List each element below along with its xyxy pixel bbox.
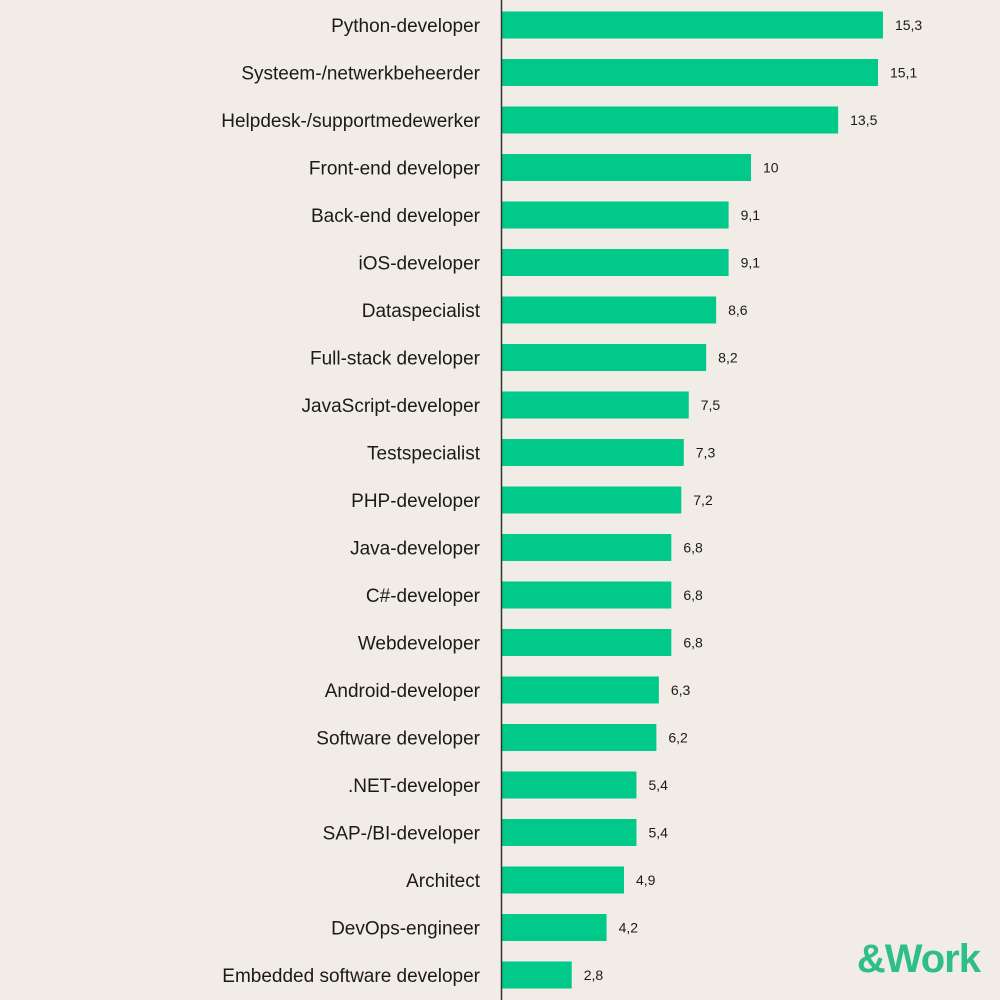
bar-11: [502, 534, 672, 561]
bar-1: [502, 59, 878, 86]
bar-14: [502, 676, 659, 704]
bar-19: [502, 914, 607, 941]
category-label: Python-developer: [331, 16, 481, 37]
category-label: Helpdesk-/supportmedewerker: [221, 111, 480, 132]
value-label: 15,1: [890, 65, 917, 81]
bar-2: [502, 106, 839, 134]
bar-6: [502, 296, 717, 324]
category-label: C#-developer: [366, 586, 481, 607]
category-label: Front-end developer: [309, 159, 481, 180]
category-label: Full-stack developer: [310, 349, 481, 370]
category-label: Android-developer: [325, 681, 481, 702]
category-label: Dataspecialist: [362, 301, 481, 322]
category-label: Testspecialist: [367, 444, 481, 465]
bar-0: [502, 11, 883, 39]
category-label: Webdeveloper: [358, 634, 481, 655]
value-label: 6,8: [683, 635, 703, 651]
category-label: JavaScript-developer: [302, 396, 481, 417]
value-label: 9,1: [741, 207, 761, 223]
value-label: 9,1: [741, 255, 761, 271]
bar-15: [502, 724, 657, 751]
category-label: Back-end developer: [311, 206, 481, 227]
bar-3: [502, 154, 751, 181]
value-label: 6,8: [683, 587, 703, 603]
bar-4: [502, 201, 729, 229]
value-label: 6,3: [671, 682, 691, 698]
value-label: 8,2: [718, 350, 738, 366]
category-label: Embedded software developer: [222, 966, 480, 987]
category-label: DevOps-engineer: [331, 919, 481, 940]
bar-9: [502, 439, 684, 466]
value-label: 8,6: [728, 302, 748, 318]
value-label: 15,3: [895, 17, 922, 33]
value-label: 7,2: [693, 492, 713, 508]
bar-16: [502, 771, 637, 799]
bar-20: [502, 961, 572, 989]
brand-logo: &Work: [856, 937, 981, 981]
category-label: Architect: [406, 871, 481, 892]
category-label: SAP-/BI-developer: [323, 824, 481, 845]
value-label: 5,4: [648, 825, 668, 841]
bar-8: [502, 391, 689, 419]
value-label: 4,2: [619, 920, 639, 936]
category-label: PHP-developer: [351, 491, 481, 512]
bar-5: [502, 249, 729, 276]
value-label: 7,3: [696, 445, 716, 461]
bar-18: [502, 866, 625, 894]
bar-10: [502, 486, 682, 514]
value-label: 7,5: [701, 397, 721, 413]
value-label: 13,5: [850, 112, 877, 128]
bar-7: [502, 344, 707, 371]
value-label: 4,9: [636, 872, 656, 888]
category-label: iOS-developer: [359, 254, 481, 275]
category-label: .NET-developer: [348, 776, 481, 797]
value-label: 2,8: [584, 967, 604, 983]
category-label: Software developer: [316, 729, 480, 750]
bar-12: [502, 581, 672, 609]
category-label: Java-developer: [350, 539, 481, 560]
value-label: 5,4: [648, 777, 668, 793]
category-label: Systeem-/netwerkbeheerder: [241, 64, 480, 85]
bar-17: [502, 819, 637, 846]
bars-group: Python-developer 15,3 Systeem-/netwerkbehe…: [221, 11, 922, 989]
value-label: 6,8: [683, 540, 703, 556]
value-label: 10: [763, 160, 779, 176]
value-label: 6,2: [668, 730, 688, 746]
bar-13: [502, 629, 672, 656]
